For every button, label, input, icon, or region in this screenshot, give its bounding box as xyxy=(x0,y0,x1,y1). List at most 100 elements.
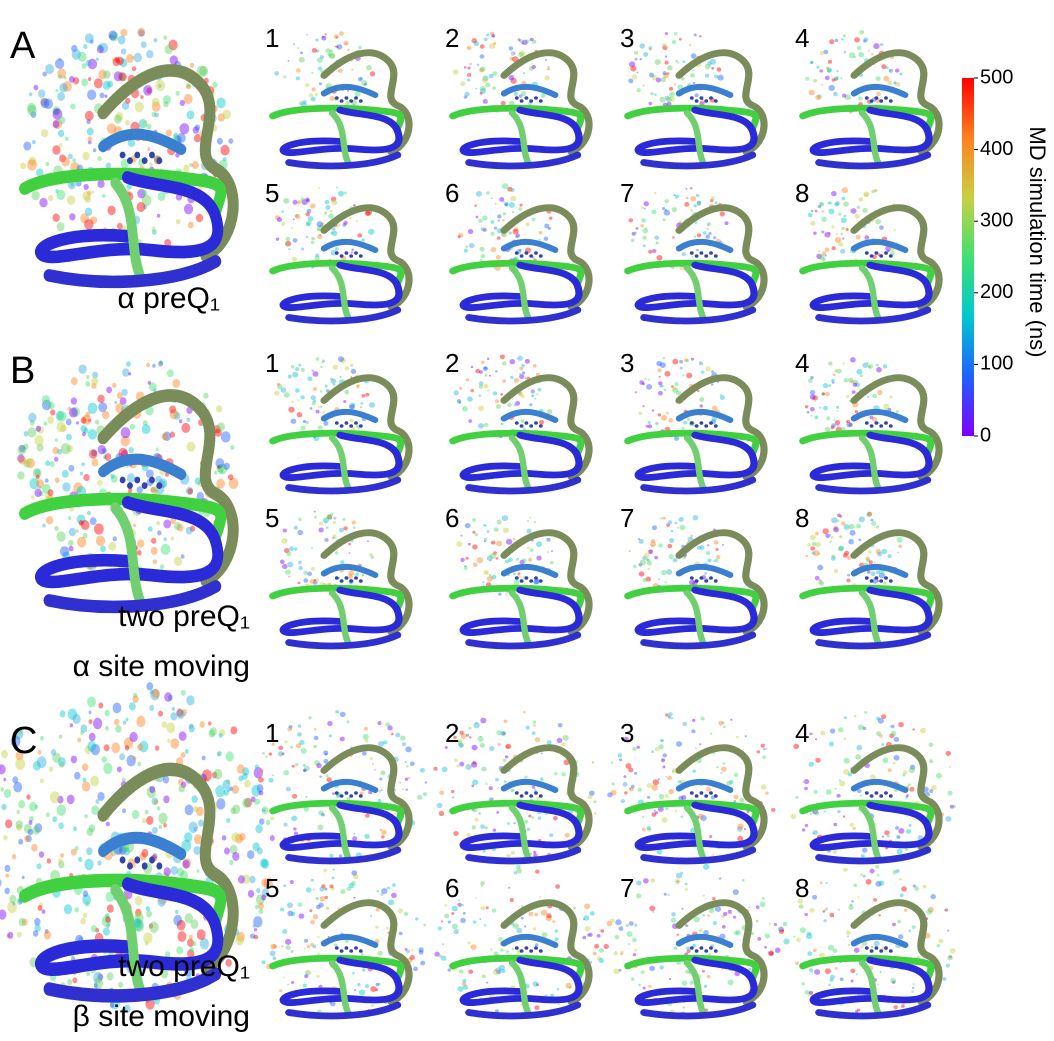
frame-number: 5 xyxy=(265,178,279,208)
ligand-trace xyxy=(174,556,182,566)
ligand-trace xyxy=(804,787,808,791)
ligand-trace xyxy=(152,827,158,834)
ligand-trace xyxy=(711,67,714,70)
ligand-trace xyxy=(45,460,50,466)
ligand-trace xyxy=(631,978,635,981)
ligand-trace xyxy=(481,361,485,364)
ligand-trace xyxy=(303,420,307,423)
rna-structure xyxy=(628,187,764,321)
ligand-trace xyxy=(649,550,653,554)
ligand-trace xyxy=(444,904,447,907)
ligand-trace xyxy=(56,422,65,433)
ligand-trace xyxy=(632,74,637,79)
ligand-trace xyxy=(906,829,911,834)
ligand-trace xyxy=(122,808,126,813)
ligand-trace xyxy=(844,551,849,556)
ligand-trace xyxy=(557,988,560,990)
ligand-trace xyxy=(693,204,697,207)
ligand-atom xyxy=(865,946,869,950)
ligand-trace xyxy=(311,97,316,102)
ligand-trace xyxy=(303,984,307,988)
ligand-trace xyxy=(672,359,678,365)
ligand-trace xyxy=(656,255,662,261)
ligand-trace xyxy=(697,233,701,237)
panel-caption: α site moving xyxy=(73,650,250,683)
ligand-trace xyxy=(664,371,670,377)
ligand-trace xyxy=(351,252,353,254)
ligand-trace xyxy=(541,94,546,99)
ligand-trace xyxy=(291,816,297,822)
ligand-trace xyxy=(192,941,196,946)
ligand-trace xyxy=(675,810,678,812)
ligand-atom xyxy=(534,251,538,255)
ligand-trace xyxy=(813,948,817,952)
ligand-trace xyxy=(134,53,142,63)
ligand-trace xyxy=(715,906,721,912)
ligand-trace xyxy=(149,922,158,933)
ligand-trace xyxy=(128,372,131,375)
ligand-trace xyxy=(303,764,306,767)
ligand-trace xyxy=(629,218,633,222)
ligand-trace xyxy=(113,703,122,714)
ligand-trace xyxy=(690,196,696,201)
ligand-trace xyxy=(316,897,319,900)
ligand-atom xyxy=(539,424,543,428)
ligand-trace xyxy=(668,789,674,794)
ligand-trace xyxy=(471,762,477,768)
ligand-trace xyxy=(444,914,449,919)
ligand-trace xyxy=(292,794,297,799)
ligand-trace xyxy=(44,931,51,940)
ligand-trace xyxy=(661,384,664,387)
ligand-trace xyxy=(404,761,406,763)
ligand-trace xyxy=(557,738,563,743)
ligand-trace xyxy=(85,381,90,387)
ligand-trace xyxy=(55,58,64,69)
ligand-trace xyxy=(437,803,443,808)
ligand-trace xyxy=(837,410,839,412)
ligand-trace xyxy=(708,953,710,955)
ligand-trace xyxy=(84,219,93,230)
ligand-trace xyxy=(774,923,777,926)
ligand-trace xyxy=(67,195,75,205)
ligand-atom xyxy=(889,949,893,953)
ligand-trace xyxy=(879,225,884,230)
ligand-trace xyxy=(177,931,186,942)
ligand-trace xyxy=(874,941,880,947)
ligand-trace xyxy=(814,416,818,420)
ligand-atom xyxy=(539,254,543,258)
ligand-trace xyxy=(121,48,126,54)
ligand-trace xyxy=(871,946,873,948)
ligand-trace xyxy=(297,200,301,204)
ligand-trace xyxy=(899,73,902,76)
ligand-trace xyxy=(333,365,338,370)
ligand-trace xyxy=(744,828,746,830)
ligand-trace xyxy=(297,47,299,49)
ligand-trace xyxy=(119,753,125,760)
ligand-trace xyxy=(533,851,536,854)
ligand-trace xyxy=(81,462,84,466)
ligand-trace xyxy=(486,571,489,574)
ligand-trace xyxy=(330,513,334,516)
ligand-trace xyxy=(496,255,501,260)
ligand-trace xyxy=(667,65,673,70)
ligand-trace xyxy=(682,981,688,986)
ligand-trace xyxy=(87,741,96,752)
ligand-trace xyxy=(187,110,195,119)
ligand-trace xyxy=(103,928,110,936)
ligand-trace xyxy=(70,103,75,109)
ligand-trace xyxy=(860,795,862,797)
ligand-trace xyxy=(876,92,881,97)
ligand-trace xyxy=(258,903,264,910)
ligand-atom xyxy=(879,794,883,798)
ligand-trace xyxy=(467,46,472,51)
ligand-trace xyxy=(762,897,765,900)
ligand-trace xyxy=(31,495,34,499)
ligand-trace xyxy=(465,557,468,560)
ligand-trace xyxy=(224,463,230,470)
ligand-trace xyxy=(889,726,891,728)
ligand-trace xyxy=(332,534,337,539)
ligand-trace xyxy=(295,367,299,371)
ligand-trace xyxy=(1,787,4,791)
ligand-trace xyxy=(475,533,479,536)
ligand-trace xyxy=(476,216,479,219)
